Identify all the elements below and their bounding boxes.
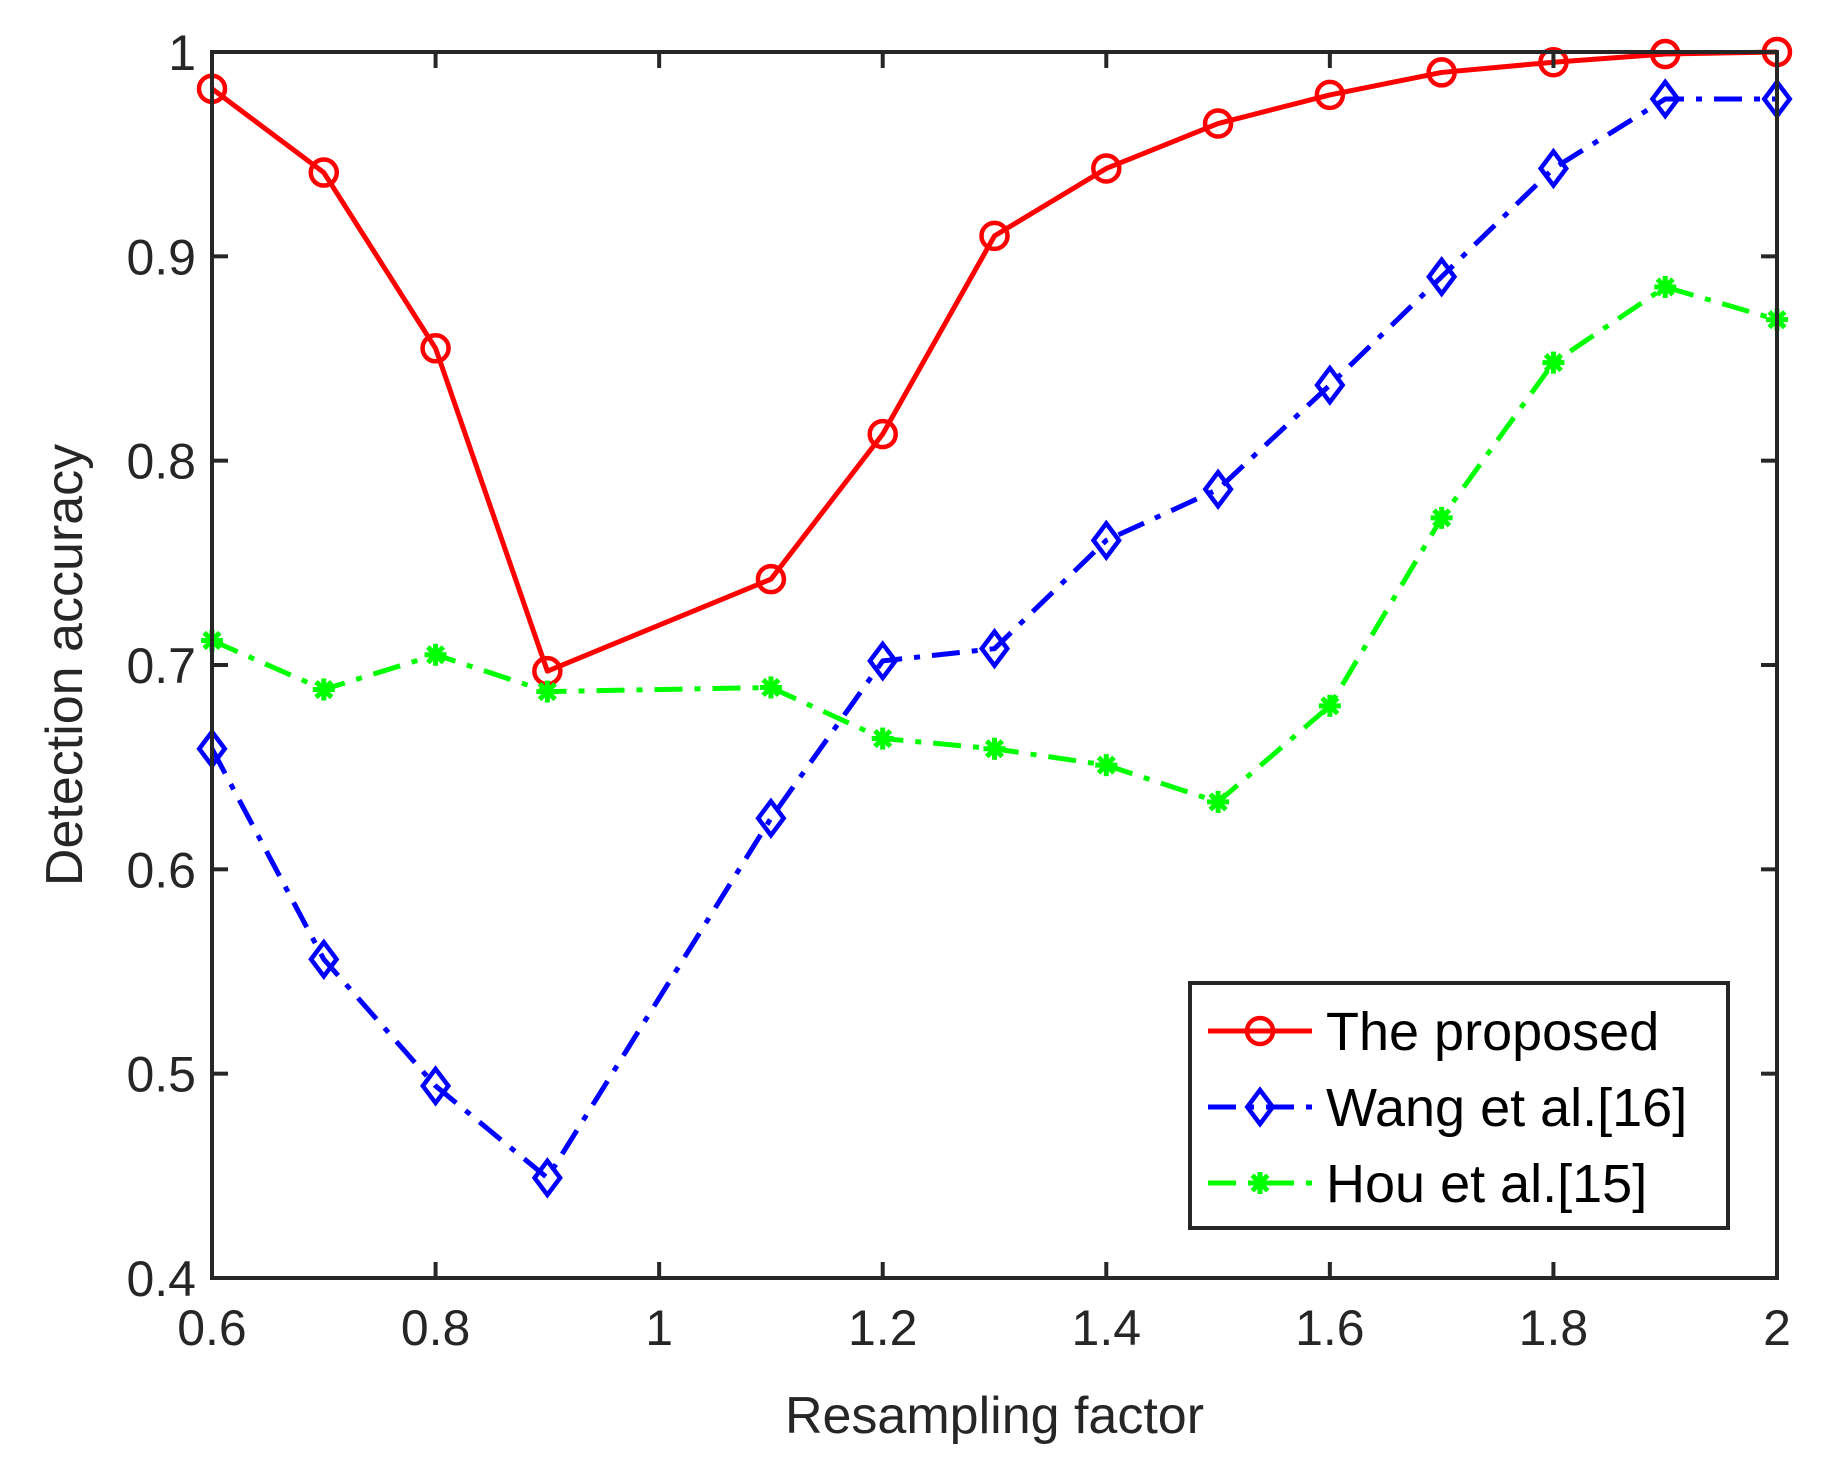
data-point <box>1314 364 1346 406</box>
data-point <box>1090 519 1122 562</box>
data-point <box>1649 78 1681 120</box>
x-tick-label: 1.2 <box>848 1300 918 1356</box>
y-axis-tick-labels: 0.4 0.5 0.6 0.7 0.8 0.9 1 <box>126 25 196 1307</box>
data-point <box>1654 275 1677 298</box>
data-point <box>531 1157 563 1199</box>
x-axis-label: Resampling factor <box>785 1387 1204 1445</box>
x-tick-label: 1 <box>645 1300 673 1356</box>
data-point <box>983 737 1006 760</box>
legend: The proposed Wang et al.[16] Hou et al.[15… <box>1188 981 1730 1230</box>
data-point <box>1649 38 1681 70</box>
data-point <box>420 333 451 364</box>
data-point <box>1095 754 1118 777</box>
legend-marker <box>1244 1086 1276 1128</box>
legend-marker <box>1249 1172 1271 1194</box>
data-point <box>1202 468 1234 511</box>
y-tick-label: 1 <box>168 25 196 81</box>
data-point <box>1538 46 1569 78</box>
x-tick-label: 1.4 <box>1072 1300 1142 1356</box>
y-axis-label: Detection accuracy <box>36 444 94 886</box>
data-point <box>1207 790 1230 813</box>
x-tick-label: 1.8 <box>1519 1300 1589 1356</box>
series-line <box>209 96 1777 1181</box>
x-tick-label: 1.6 <box>1295 1300 1365 1356</box>
data-point <box>1091 153 1122 184</box>
y-tick-label: 0.8 <box>126 434 196 490</box>
data-point <box>1202 108 1234 139</box>
data-point <box>871 727 894 750</box>
data-point <box>312 678 335 701</box>
x-axis-tick-labels: 0.6 0.8 1 1.2 1.4 1.6 1.8 2 <box>177 1300 1791 1356</box>
legend-label: Wang et al.[16] <box>1326 1078 1687 1138</box>
series-2 <box>196 78 1793 1199</box>
data-point <box>1426 57 1457 88</box>
data-point <box>1542 351 1565 374</box>
y-tick-label: 0.9 <box>126 229 196 285</box>
x-tick-label: 2 <box>1763 1300 1791 1356</box>
y-tick-label: 0.7 <box>126 638 196 694</box>
data-point <box>1318 694 1341 717</box>
axis-ticks <box>210 50 1779 1280</box>
y-tick-label: 0.4 <box>126 1251 196 1307</box>
data-point <box>1426 256 1458 298</box>
series-line <box>210 284 1778 805</box>
data-point <box>536 680 559 703</box>
data-point <box>1314 79 1346 111</box>
legend-marker <box>1244 1015 1276 1047</box>
data-point <box>978 627 1011 670</box>
data-point <box>755 797 787 839</box>
data-point <box>867 418 898 450</box>
data-point <box>1537 147 1569 190</box>
data-point <box>424 643 447 666</box>
y-tick-label: 0.6 <box>126 842 196 898</box>
data-point <box>979 220 1010 252</box>
series-line <box>210 49 1778 674</box>
data-point <box>308 157 340 188</box>
x-tick-label: 0.6 <box>177 1300 247 1356</box>
data-point <box>420 1065 452 1107</box>
legend-entries: The proposed Wang et al.[16] Hou et al.[15… <box>1208 1002 1687 1214</box>
data-point <box>759 676 782 699</box>
data-point <box>308 938 340 980</box>
y-tick-label: 0.5 <box>126 1047 196 1103</box>
legend-label: Hou et al.[15] <box>1326 1154 1647 1214</box>
data-point <box>1430 506 1453 529</box>
series-layer <box>196 36 1793 1199</box>
legend-label: The proposed <box>1326 1002 1659 1062</box>
series-1 <box>196 36 1793 687</box>
legend-entry: The proposed <box>1208 1002 1659 1062</box>
data-point <box>755 563 787 595</box>
data-point <box>867 640 899 682</box>
legend-entry: Hou et al.[15] <box>1208 1154 1647 1214</box>
x-tick-label: 0.8 <box>401 1300 471 1356</box>
legend-entry: Wang et al.[16] <box>1208 1078 1687 1138</box>
